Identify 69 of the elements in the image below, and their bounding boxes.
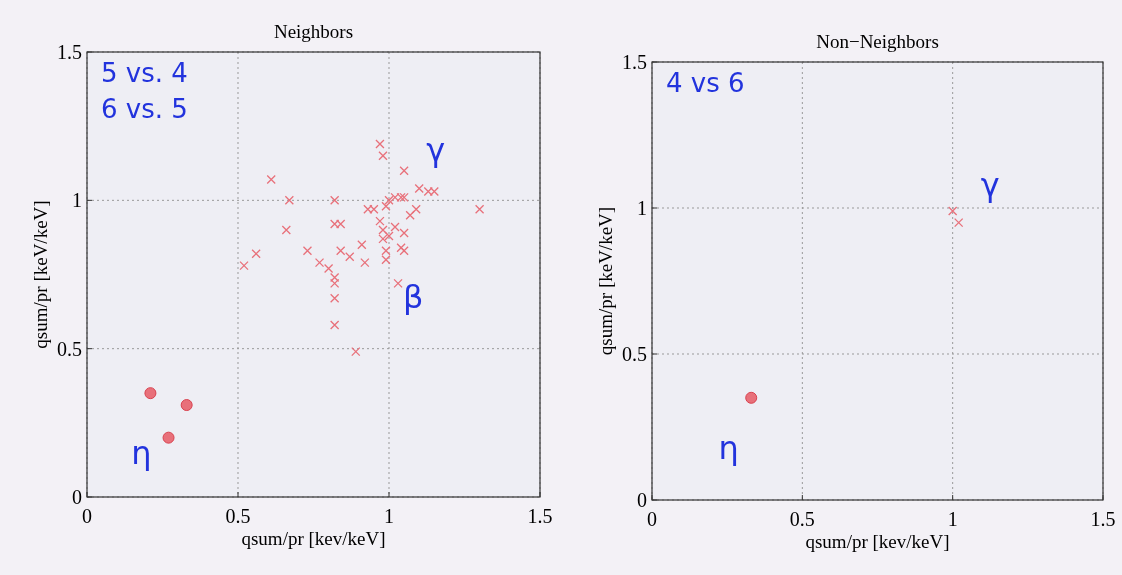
point <box>239 260 249 271</box>
point <box>474 204 485 214</box>
point <box>329 320 340 330</box>
point <box>180 399 193 412</box>
x-axis-title: qsum/pr [kev/keV] <box>241 528 386 549</box>
point <box>381 201 391 211</box>
point <box>360 257 370 268</box>
y-tick-label: 1 <box>72 189 82 212</box>
annotation: 6 vs. 5 <box>101 94 188 124</box>
x-tick-label: 1 <box>384 505 394 527</box>
annotation: γ <box>980 165 1000 204</box>
point <box>411 204 421 214</box>
annotation: 4 vs 6 <box>666 68 745 98</box>
annotation: 5 vs. 4 <box>101 58 188 88</box>
point <box>384 231 394 241</box>
point <box>345 252 355 262</box>
y-axis-title: qsum/pr [keV/keV] <box>30 200 51 349</box>
point <box>399 228 409 238</box>
point <box>336 246 346 256</box>
y-tick-label: 0.5 <box>57 337 82 360</box>
point <box>251 249 261 259</box>
point <box>378 151 388 161</box>
point <box>378 234 388 244</box>
point <box>375 139 385 149</box>
y-axis-title: qsum/pr [keV/keV] <box>595 206 616 356</box>
x-tick-label: 0.5 <box>225 505 251 527</box>
point <box>281 225 291 235</box>
point <box>375 216 385 226</box>
point <box>329 278 340 289</box>
point <box>144 387 157 400</box>
point <box>948 206 958 216</box>
point <box>405 210 415 220</box>
point <box>284 195 294 205</box>
point <box>399 166 409 176</box>
point <box>381 255 391 265</box>
y-tick-label: 1.5 <box>622 51 647 73</box>
y-tick-label: 0 <box>72 486 82 508</box>
point <box>329 272 340 283</box>
point <box>351 346 361 357</box>
annotation: η <box>718 428 739 467</box>
chart-title: Neighbors <box>273 21 354 42</box>
point <box>393 278 403 289</box>
x-tick-label: 0.5 <box>789 508 815 530</box>
point <box>378 225 388 235</box>
annotation: η <box>131 433 152 472</box>
point <box>357 240 367 250</box>
point <box>314 257 325 268</box>
point <box>954 217 964 228</box>
point <box>381 246 391 256</box>
x-tick-label: 1 <box>947 508 958 530</box>
point <box>302 246 313 256</box>
x-tick-label: 1.5 <box>527 505 553 527</box>
x-tick-label: 1.5 <box>1090 508 1116 530</box>
y-tick-label: 0 <box>637 489 647 511</box>
point <box>390 222 400 232</box>
y-tick-label: 0.5 <box>622 343 647 365</box>
point <box>266 174 276 185</box>
annotation: β <box>402 277 424 316</box>
point <box>329 293 340 303</box>
point <box>323 263 334 274</box>
point <box>384 195 394 205</box>
y-tick-label: 1.5 <box>57 41 82 63</box>
point <box>329 195 340 205</box>
x-axis-title: qsum/pr [kev/keV] <box>805 531 950 552</box>
annotation: γ <box>426 131 446 170</box>
y-tick-label: 1 <box>637 197 647 219</box>
point <box>162 431 175 444</box>
point <box>745 391 758 404</box>
chart-title: Non−Neighbors <box>816 31 939 52</box>
